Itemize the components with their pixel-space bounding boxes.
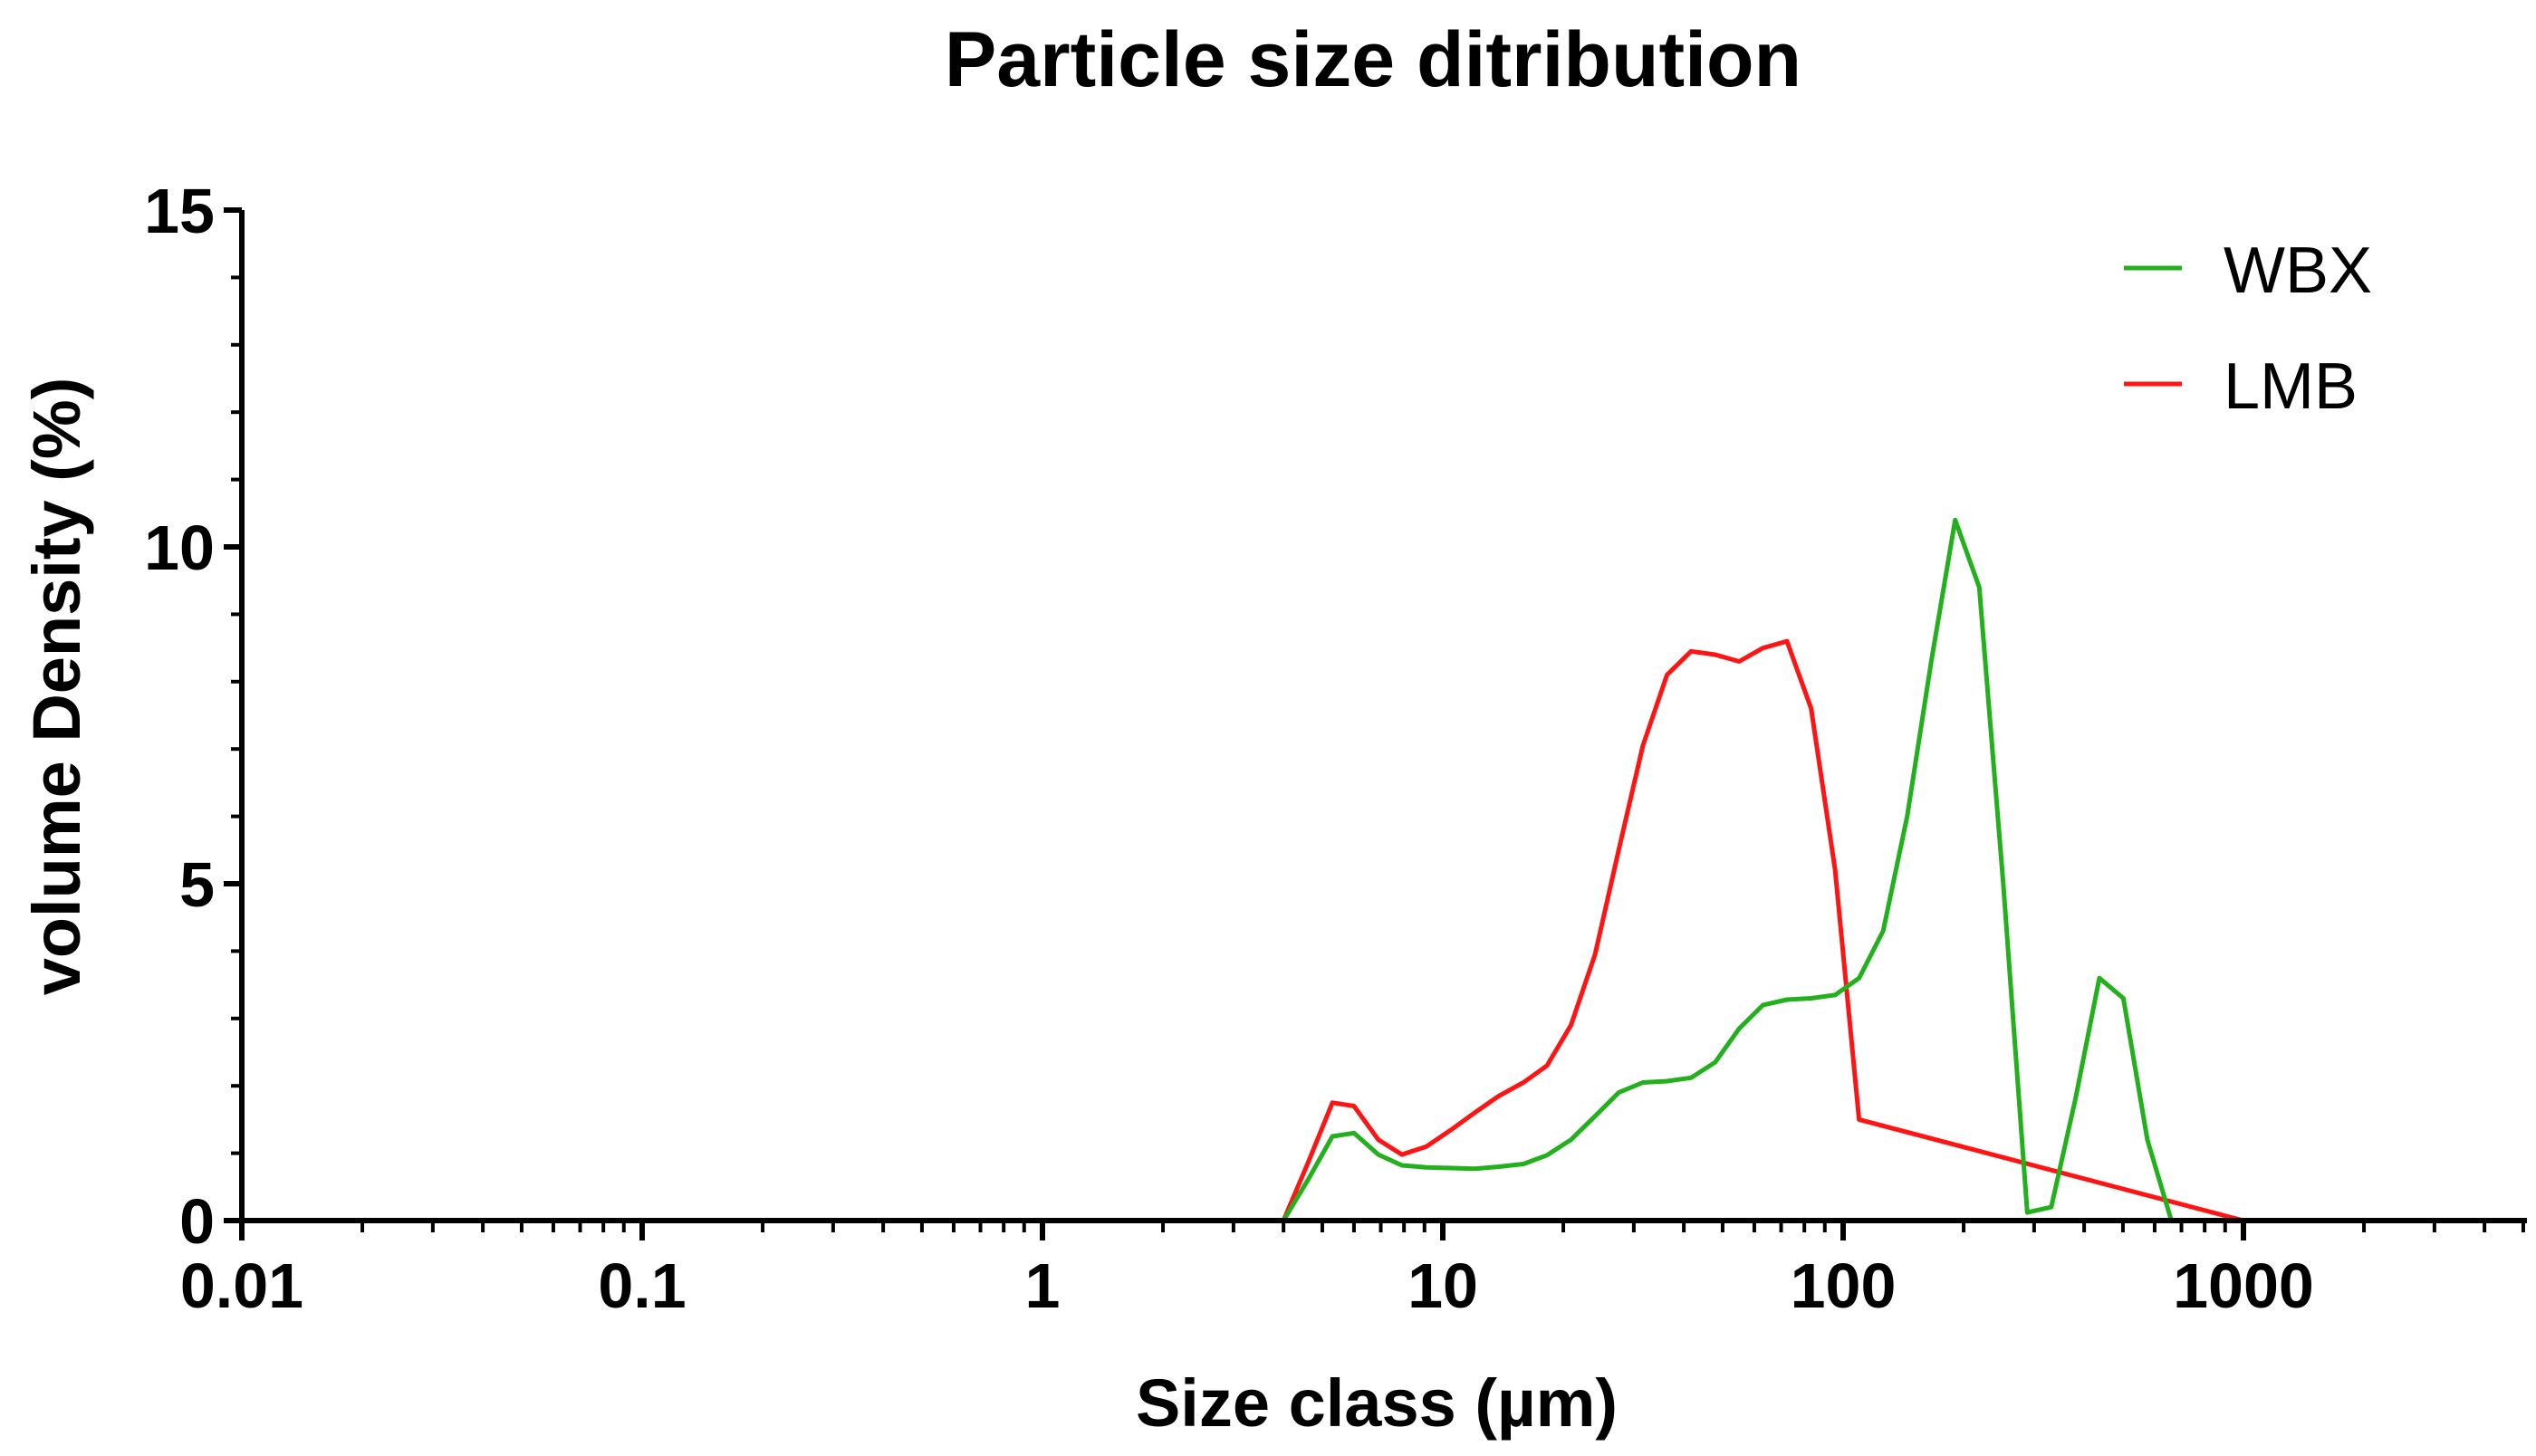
y-axis-label: volume Density (%)	[19, 378, 94, 996]
legend-label-lmb: LMB	[2224, 350, 2358, 423]
y-axis-ticks: 0 5 10 15	[144, 176, 242, 1257]
y-tick-label: 15	[144, 176, 215, 246]
series-line-lmb	[239, 638, 2437, 1223]
x-tick-label: 100	[1791, 1250, 1897, 1321]
x-axis-ticks: 0.01 0.1 1 10 100 1000	[180, 1221, 2525, 1321]
legend: WBX LMB	[2124, 235, 2372, 423]
x-tick-label: 1000	[2173, 1250, 2314, 1321]
x-axis-label: Size class (µm)	[1136, 1365, 1618, 1441]
x-tick-label: 0.1	[598, 1250, 686, 1321]
chart-title: Particle size ditribution	[945, 16, 1801, 103]
y-tick-label: 0	[179, 1186, 215, 1257]
y-tick-label: 5	[179, 849, 215, 920]
x-tick-label: 0.01	[180, 1250, 303, 1321]
x-tick-label: 10	[1407, 1250, 1478, 1321]
series-line-wbx	[239, 517, 2437, 1223]
legend-label-wbx: WBX	[2224, 235, 2372, 307]
x-tick-label: 1	[1025, 1250, 1061, 1321]
plot-area	[239, 517, 2437, 1223]
y-tick-label: 10	[144, 512, 215, 583]
